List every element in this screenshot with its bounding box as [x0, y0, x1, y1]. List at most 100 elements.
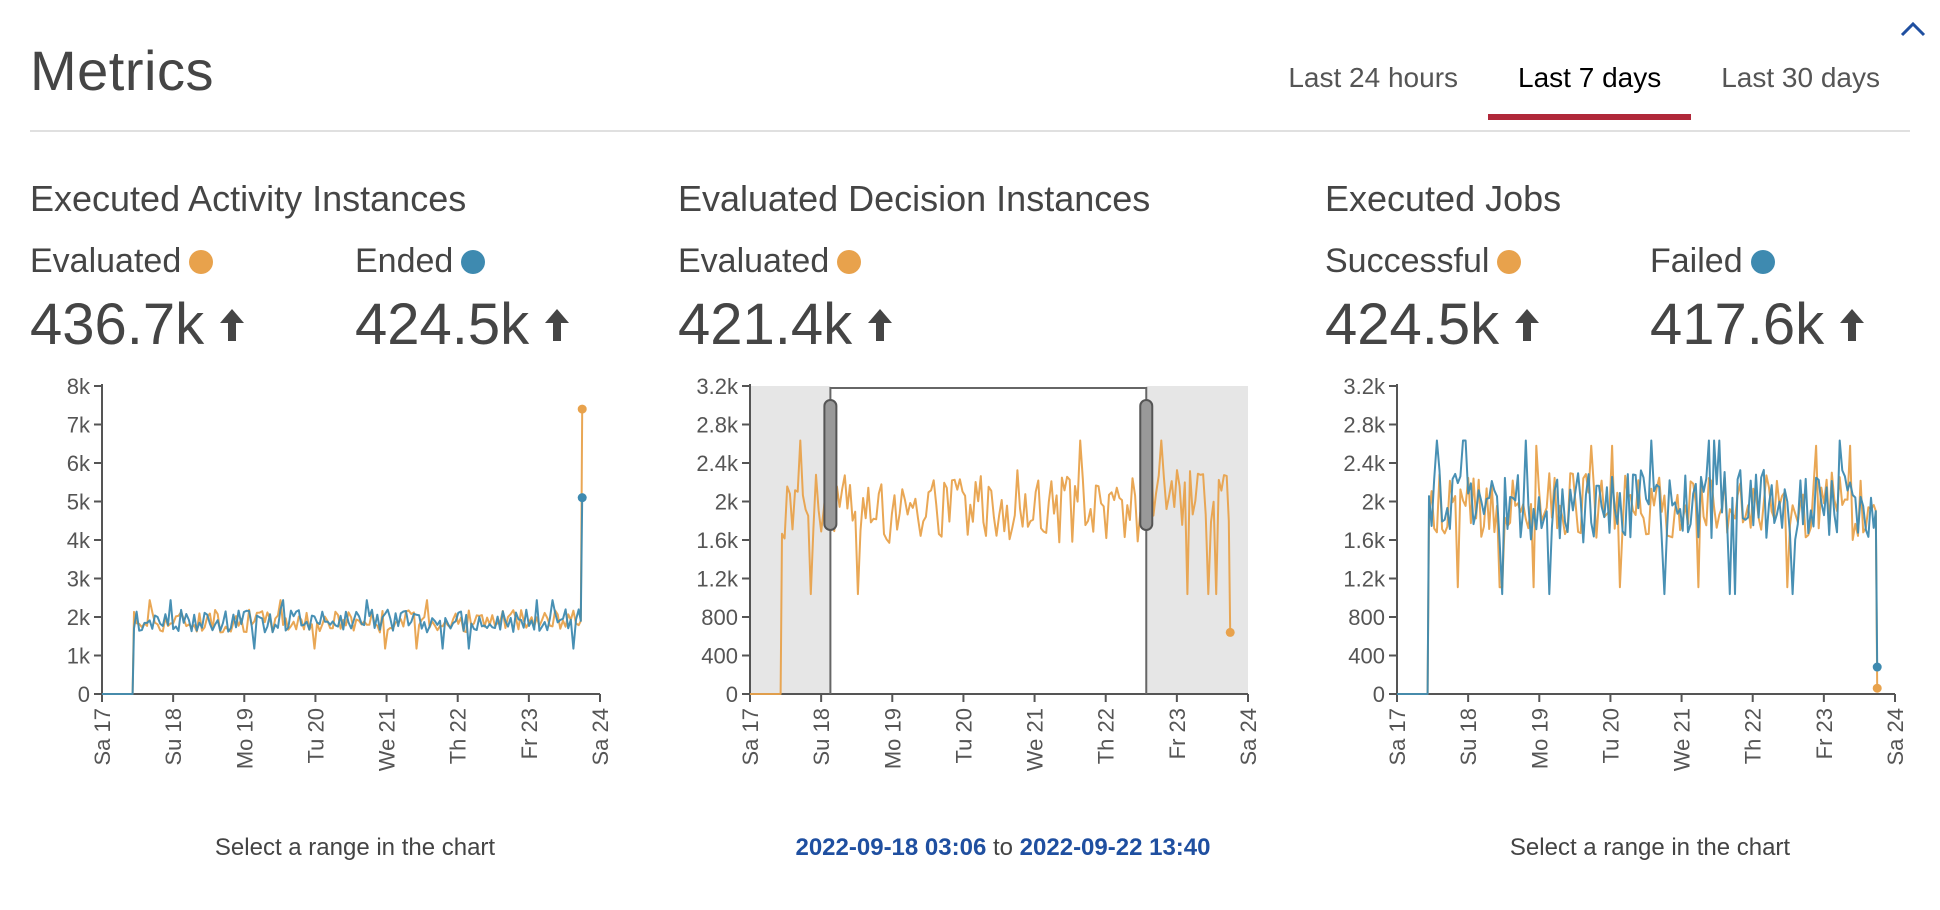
series-line-ended	[102, 497, 584, 695]
y-tick-label: 2.4k	[696, 451, 739, 476]
time-range-tabs: Last 24 hours Last 7 days Last 30 days	[1258, 50, 1910, 120]
x-tick-label: We 21	[1023, 708, 1048, 771]
y-tick-label: 6k	[67, 451, 91, 476]
y-tick-label: 2.4k	[1343, 451, 1386, 476]
series-line-successful	[1397, 444, 1879, 695]
stat-ended: Ended 424.5k	[355, 242, 571, 358]
section-title: Executed Jobs	[1325, 178, 1562, 219]
executed-jobs-chart[interactable]: 0 400 800 1.2k 1.6k 2k 2.4k 2.8k 3.2k Sa 17 Su 18 M…	[1325, 362, 1940, 792]
series-line-evaluated	[750, 439, 1232, 695]
y-tick-label: 5k	[67, 490, 91, 515]
stat-failed: Failed 417.6k	[1650, 242, 1866, 358]
stat-label: Evaluated	[678, 242, 830, 280]
x-tick-label: Mo 19	[880, 708, 905, 769]
last-point-failed	[1872, 662, 1882, 672]
last-point-successful	[1872, 683, 1882, 693]
section-title: Executed Activity Instances	[30, 178, 467, 219]
activity-instances-chart[interactable]: 0 1k 2k 3k 4k 5k 6k 7k 8k Sa 17 Su 18 Mo 19 Tu 20 We …	[30, 362, 650, 792]
stat-evaluated: Evaluated 421.4k	[678, 242, 894, 358]
tab-last-7-days[interactable]: Last 7 days	[1488, 50, 1692, 120]
chevron-up-icon[interactable]	[1898, 18, 1928, 40]
y-tick-label: 2.8k	[1343, 413, 1386, 438]
y-tick-label: 8k	[67, 374, 91, 399]
metrics-header: Metrics Last 24 hours Last 7 days Last 3…	[30, 0, 1910, 132]
selected-range: 2022-09-18 03:06 to 2022-09-22 13:40	[678, 834, 1328, 862]
blue-dot-icon	[461, 249, 486, 274]
y-tick-label: 1k	[67, 644, 91, 669]
x-tick-label: Sa 17	[738, 708, 763, 766]
orange-dot-icon	[189, 249, 214, 274]
series-line-failed	[1397, 439, 1879, 695]
brush-handle[interactable]	[823, 399, 838, 531]
orange-dot-icon	[1497, 249, 1522, 274]
orange-dot-icon	[837, 249, 862, 274]
x-tick-label: Tu 20	[303, 708, 328, 763]
x-tick-label: Fr 23	[517, 708, 542, 759]
y-tick-label: 2.8k	[696, 413, 739, 438]
y-tick-label: 3.2k	[1343, 374, 1386, 399]
section-evaluated-decision-instances: Evaluated Decision Instances Evaluated 4…	[678, 130, 1298, 890]
arrow-up-icon	[868, 308, 893, 341]
decision-instances-chart[interactable]: 0 400 800 1.2k 1.6k 2k 2.4k 2.8k 3.2k Sa 17 Su 18 M…	[678, 362, 1298, 792]
chart-caption: Select a range in the chart	[214, 834, 496, 861]
y-tick-label: 7k	[67, 413, 91, 438]
brush-handle[interactable]	[1139, 399, 1154, 531]
arrow-up-icon	[1840, 308, 1865, 341]
stat-label: Evaluated	[30, 242, 182, 280]
y-tick-label: 400	[1348, 644, 1385, 669]
stat-successful: Successful 424.5k	[1325, 242, 1541, 358]
stat-value: 424.5k	[1325, 292, 1500, 357]
unselected-region	[1146, 386, 1248, 694]
stat-value: 436.7k	[30, 292, 205, 357]
tab-last-24-hours[interactable]: Last 24 hours	[1288, 62, 1459, 93]
y-tick-label: 0	[78, 682, 90, 707]
y-tick-label: 800	[701, 605, 738, 630]
stat-label: Ended	[355, 242, 454, 280]
x-tick-label: Fr 23	[1812, 708, 1837, 759]
arrow-up-icon	[1515, 308, 1540, 341]
selection-bracket	[829, 387, 1148, 694]
x-tick-label: Tu 20	[951, 708, 976, 763]
arrow-up-icon	[545, 308, 570, 341]
section-executed-activity-instances: Executed Activity Instances Evaluated 43…	[30, 130, 650, 890]
stat-label: Successful	[1325, 242, 1490, 280]
last-point-evaluated	[1225, 627, 1235, 637]
stat-value: 417.6k	[1650, 292, 1825, 357]
section-executed-jobs: Executed Jobs Successful 424.5k Failed 4…	[1325, 130, 1940, 890]
y-tick-label: 800	[1348, 605, 1385, 630]
unselected-region	[750, 386, 831, 694]
y-tick-label: 1.6k	[696, 528, 739, 553]
x-tick-label: Su 18	[809, 708, 834, 766]
range-start[interactable]: 2022-09-18 03:06	[795, 834, 987, 861]
stat-evaluated: Evaluated 436.7k	[30, 242, 246, 358]
y-tick-label: 400	[701, 644, 738, 669]
range-end[interactable]: 2022-09-22 13:40	[1019, 834, 1211, 861]
y-tick-label: 2k	[67, 605, 91, 630]
x-tick-label: Tu 20	[1598, 708, 1623, 763]
blue-dot-icon	[1750, 249, 1775, 274]
x-tick-label: Sa 24	[1236, 708, 1261, 766]
x-tick-label: Sa 17	[90, 708, 115, 766]
y-tick-label: 4k	[67, 528, 91, 553]
x-tick-label: Su 18	[1456, 708, 1481, 766]
x-tick-label: We 21	[375, 708, 400, 771]
x-tick-label: Sa 24	[1883, 708, 1908, 766]
x-tick-label: Sa 24	[588, 708, 613, 766]
y-tick-label: 3.2k	[696, 374, 739, 399]
x-tick-label: Th 22	[1094, 708, 1119, 764]
series-line-evaluated	[102, 409, 584, 695]
range-separator: to	[992, 834, 1013, 861]
x-tick-label: Th 22	[1741, 708, 1766, 764]
x-tick-label: Th 22	[446, 708, 471, 764]
tab-last-30-days[interactable]: Last 30 days	[1721, 62, 1880, 93]
y-tick-label: 1.2k	[696, 567, 739, 592]
x-tick-label: Mo 19	[1527, 708, 1552, 769]
x-tick-label: Mo 19	[232, 708, 257, 769]
y-tick-label: 3k	[67, 567, 91, 592]
x-tick-label: Sa 17	[1385, 708, 1410, 766]
stat-value: 421.4k	[678, 292, 853, 357]
x-tick-label: We 21	[1670, 708, 1695, 771]
page-title: Metrics	[30, 39, 214, 102]
x-tick-label: Fr 23	[1165, 708, 1190, 759]
x-tick-label: Su 18	[161, 708, 186, 766]
